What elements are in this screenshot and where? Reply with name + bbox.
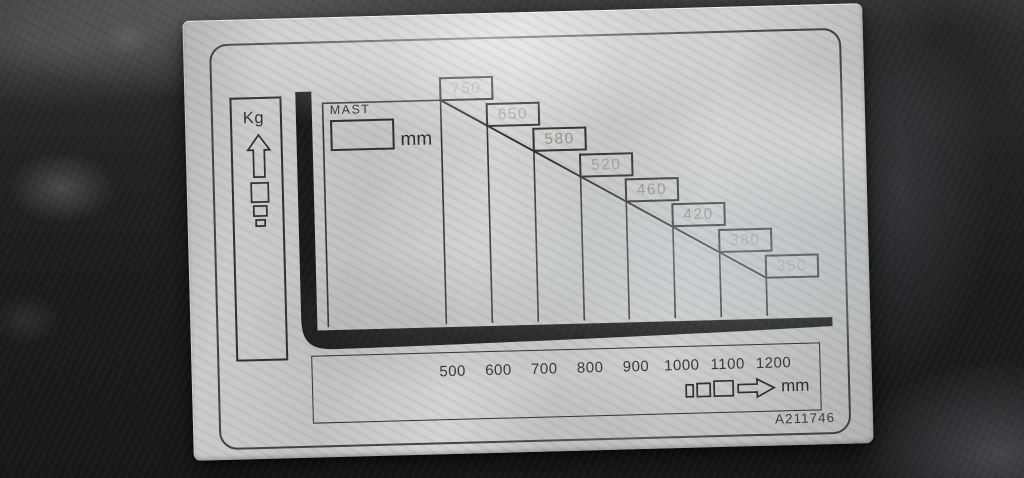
capacity-value: 420 [683,206,714,224]
right-arrow-icon [737,377,776,399]
mast-label: MAST [329,102,371,118]
capacity-steps-group: 750 650 580 520 460 420 380 350 [438,75,820,325]
mast-group: MAST mm [329,100,433,152]
capacity-column-line [486,126,494,323]
capacity-value: 460 [637,181,668,199]
mast-height-box [330,118,395,152]
capacity-column-line [672,226,677,319]
load-center-tick: 1000 [663,356,700,375]
load-center-tick: 1100 [710,355,746,374]
mast-unit-label: mm [400,128,433,151]
load-center-axis-strip: 500 600 700 800 900 1000 1100 1200 mm [311,342,822,424]
capacity-value: 350 [777,257,808,275]
load-center-tick: 500 [439,362,467,381]
load-size-arrow-icon [685,377,776,399]
load-center-tick: 800 [576,359,604,377]
capacity-column-line [765,277,769,316]
load-box-large-icon [713,379,735,398]
capacity-plate: Kg 750 650 580 520 460 420 380 350 MAST mm [182,3,874,461]
capacity-column-line [533,150,540,322]
capacity-column-line [579,176,586,321]
load-center-unit-label: mm [780,375,810,396]
capacity-value: 750 [451,80,482,98]
capacity-column-line [625,201,631,320]
load-box-small-icon [685,383,695,398]
plate-serial: A211746 [774,410,836,427]
capacity-value: 380 [730,231,761,249]
load-box-medium-icon [696,382,712,398]
load-center-tick: 600 [484,361,512,380]
load-center-tick: 900 [622,357,650,376]
load-center-tick: 700 [530,360,558,378]
capacity-value: 650 [498,105,529,123]
capacity-column-line [439,100,448,325]
capacity-column-line [718,251,723,317]
capacity-value: 520 [591,156,622,174]
capacity-value: 580 [544,130,575,148]
load-center-tick: 1200 [755,354,792,373]
